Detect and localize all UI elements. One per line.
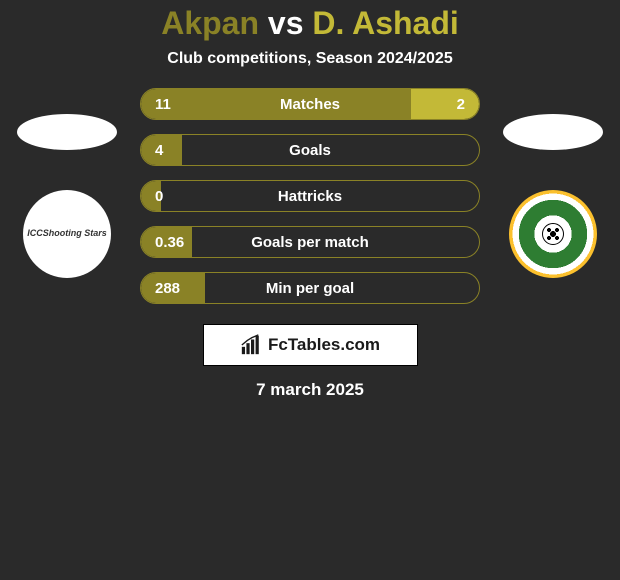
comparison-card: Akpan vs D. Ashadi Club competitions, Se… [0, 0, 620, 400]
stat-label: Goals [141, 142, 479, 159]
player1-photo-placeholder [17, 114, 117, 150]
right-club-logo [509, 190, 597, 278]
stat-bar: 0Hattricks [140, 180, 480, 212]
stat-fill-left [141, 273, 205, 303]
stat-bar: 0.36Goals per match [140, 226, 480, 258]
stat-bar: 11Matches2 [140, 88, 480, 120]
vs-label: vs [268, 5, 304, 41]
stat-bar: 4Goals [140, 134, 480, 166]
brand-badge: FcTables.com [203, 324, 418, 366]
player2-name: D. Ashadi [312, 5, 458, 41]
left-column: ICCShooting Stars [12, 114, 122, 278]
stat-fill-left [141, 135, 182, 165]
stat-fill-right [411, 89, 479, 119]
stat-fill-left [141, 89, 411, 119]
chart-icon [240, 334, 262, 356]
stat-fill-left [141, 227, 192, 257]
brand-text: FcTables.com [268, 335, 380, 355]
main-row: ICCShooting Stars 11Matches2 4Goals 0Hattr… [0, 88, 620, 304]
subtitle: Club competitions, Season 2024/2025 [0, 50, 620, 68]
football-icon [542, 223, 564, 245]
stat-fill-left [141, 181, 161, 211]
page-title: Akpan vs D. Ashadi [0, 5, 620, 42]
stat-label: Goals per match [141, 234, 479, 251]
stat-bars: 11Matches2 4Goals 0Hattricks 0.36Goals per … [140, 88, 480, 304]
right-column [498, 114, 608, 278]
player2-photo-placeholder [503, 114, 603, 150]
stat-label: Hattricks [141, 188, 479, 205]
date-label: 7 march 2025 [0, 380, 620, 400]
player1-name: Akpan [161, 5, 259, 41]
left-club-logo-text: ICCShooting Stars [27, 229, 107, 238]
stat-bar: 288Min per goal [140, 272, 480, 304]
left-club-logo: ICCShooting Stars [23, 190, 111, 278]
